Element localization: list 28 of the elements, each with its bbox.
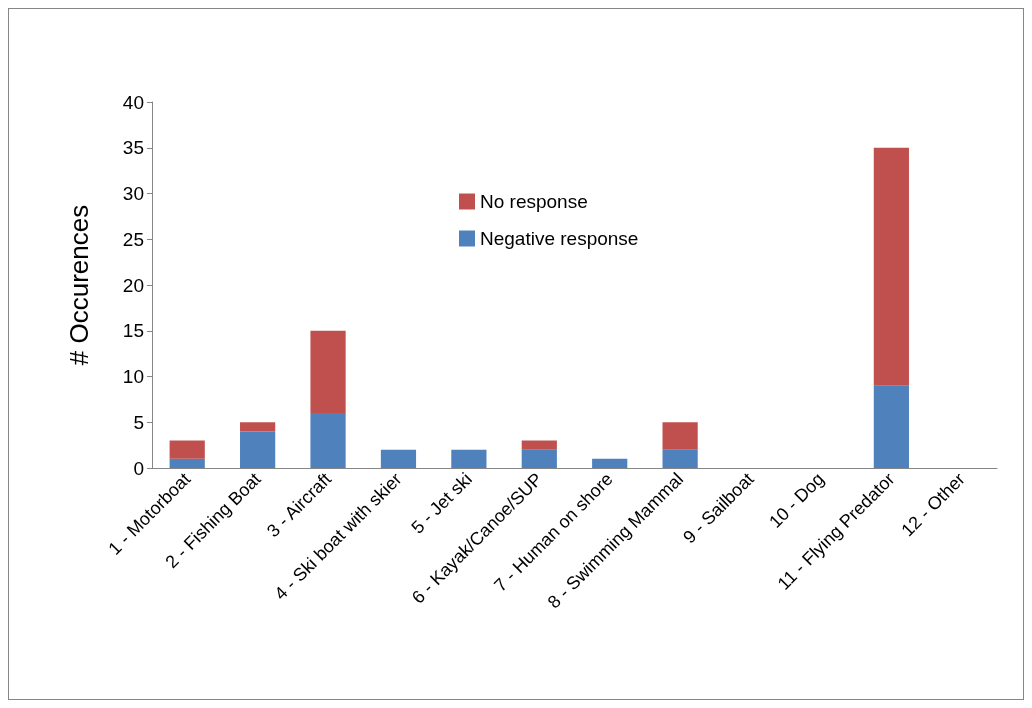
- y-tick-label: 15: [122, 320, 144, 342]
- bar: [873, 385, 909, 468]
- y-tick-label: 5: [133, 411, 144, 433]
- bar: [521, 440, 557, 450]
- bar: [873, 147, 909, 386]
- legend-label: No response: [480, 191, 588, 212]
- bar: [240, 431, 276, 468]
- bar: [169, 440, 205, 459]
- x-tick-label: 10 - Dog: [765, 468, 829, 532]
- bar: [592, 458, 628, 468]
- y-axis-title: # Occurences: [64, 204, 94, 366]
- bar: [662, 422, 698, 450]
- y-tick-label: 0: [133, 457, 144, 479]
- y-tick-label: 35: [122, 137, 144, 159]
- bar: [521, 449, 557, 468]
- legend-label: Negative response: [480, 228, 639, 249]
- y-tick-label: 10: [122, 366, 144, 387]
- bar: [451, 449, 487, 468]
- bar: [240, 422, 276, 432]
- y-tick-label: 40: [122, 91, 144, 113]
- bar: [662, 449, 698, 468]
- bar: [310, 330, 346, 414]
- bar: [310, 413, 346, 468]
- y-tick-label: 25: [122, 228, 144, 250]
- y-tick-label: 20: [122, 274, 144, 296]
- bar: [169, 458, 205, 468]
- bar: [380, 449, 417, 468]
- y-tick-label: 30: [122, 183, 144, 204]
